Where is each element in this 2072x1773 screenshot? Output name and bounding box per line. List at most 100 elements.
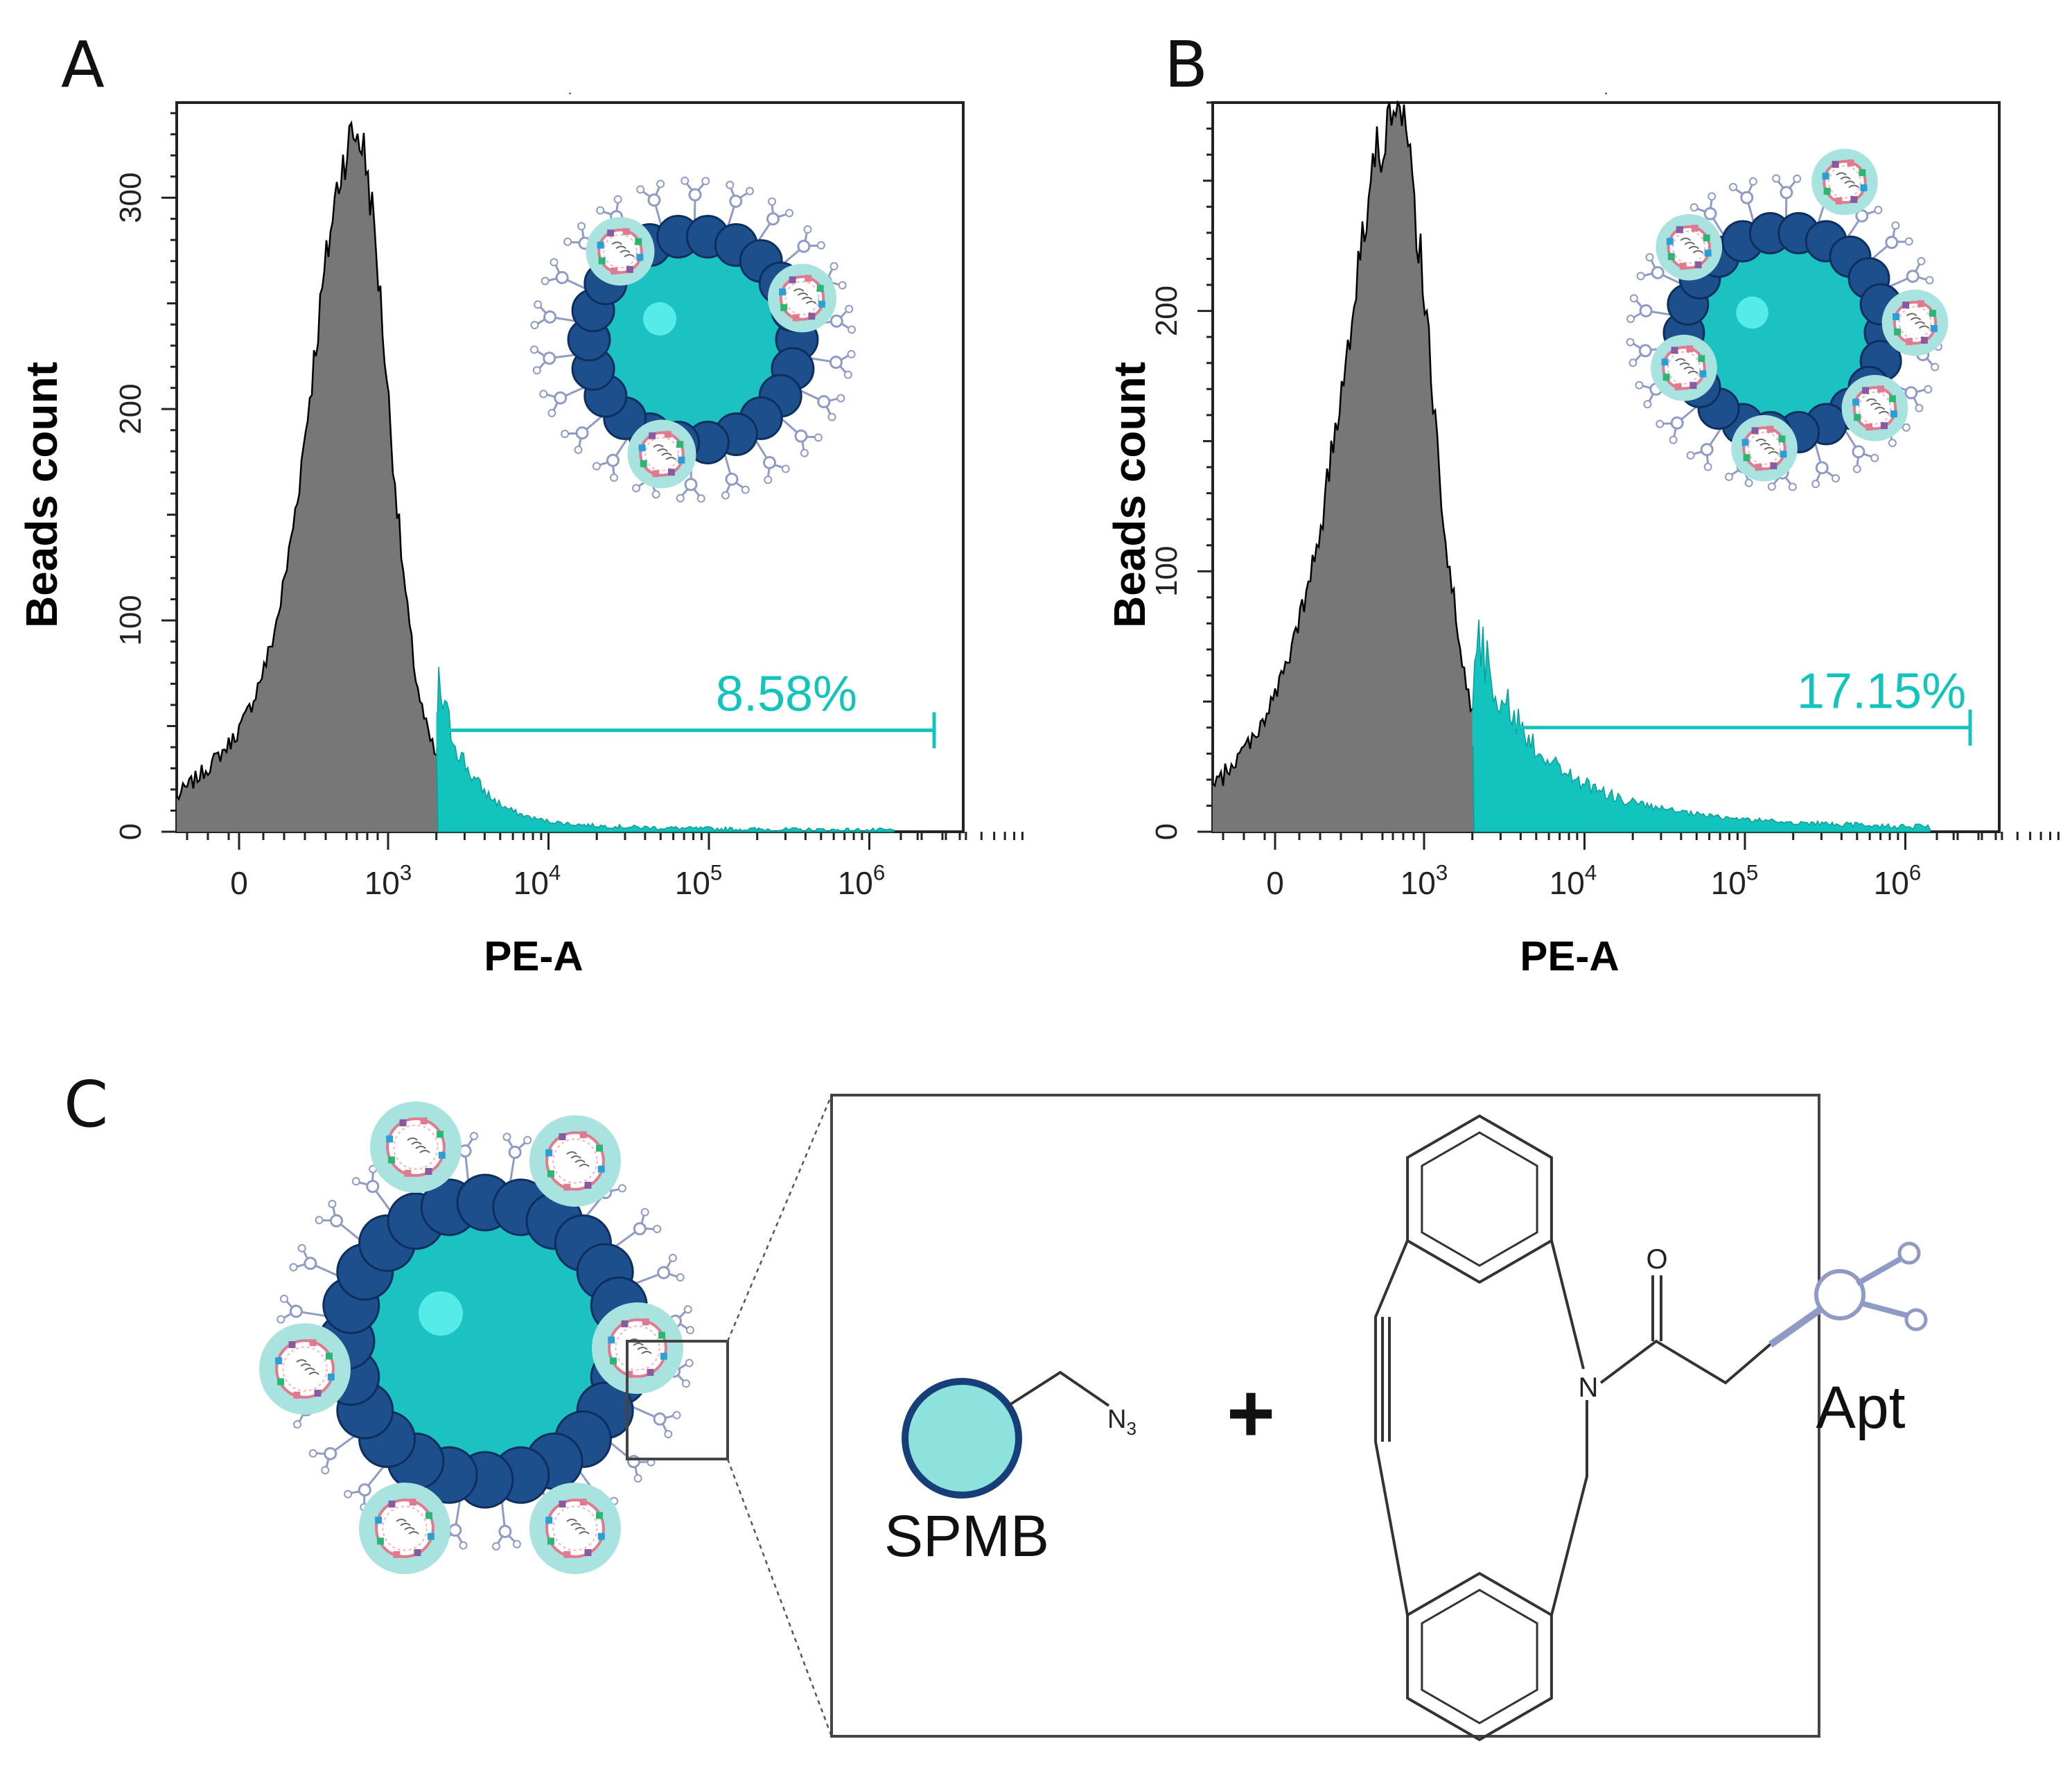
exosome-protein	[1930, 324, 1938, 332]
exosome-protein	[792, 314, 800, 322]
exosome-protein	[660, 1352, 667, 1360]
aptamer-tip	[1669, 435, 1678, 444]
exosome-protein	[563, 1551, 571, 1558]
exosome-protein	[387, 1156, 395, 1164]
exosome-membrane	[275, 1339, 335, 1399]
aptamer-loop	[1906, 270, 1920, 283]
aptamer-tip	[1915, 403, 1924, 412]
exosome-protein	[309, 1339, 317, 1347]
exosome-inner	[1667, 351, 1701, 385]
aptamer-loop	[543, 351, 556, 365]
exosome-protein	[607, 229, 615, 237]
aptamer-tip	[539, 390, 548, 399]
exosome-membrane	[1742, 426, 1786, 471]
exosome-protein	[636, 254, 644, 261]
aptamer-tip	[1897, 1241, 1921, 1265]
y-axis-title: Beads count	[1105, 362, 1154, 628]
exosome-protein	[598, 257, 606, 265]
exosome-rna	[566, 1519, 577, 1522]
exosome-protein	[547, 1170, 554, 1178]
aptamer-tip	[523, 1135, 532, 1144]
aptamer-loop	[797, 239, 811, 253]
exosome-membrane	[639, 431, 685, 477]
exosome-protein	[437, 1130, 444, 1138]
y-tick-label: 200	[1150, 286, 1184, 336]
y-tick-label: 100	[114, 595, 148, 645]
exosome-protein	[314, 1390, 322, 1397]
x-axis: 0 103 104 105 106	[1213, 830, 2060, 901]
exosome-protein	[409, 1499, 416, 1506]
aptamer-tip	[816, 241, 825, 250]
aptamer-tip	[315, 1216, 324, 1225]
aptamer-loop	[575, 426, 589, 440]
x-axis-title: PE-A	[1520, 933, 1619, 979]
aptamer-tip	[1645, 253, 1654, 262]
ring-to-n	[1550, 1240, 1585, 1370]
y-tick-label: 0	[1150, 823, 1184, 840]
aptamer-tip	[636, 185, 645, 194]
aptamer	[636, 180, 665, 228]
aptamer-tip	[1744, 478, 1753, 487]
y-axis: 0 100 200	[1150, 101, 1213, 840]
exosome-protein	[1666, 238, 1674, 245]
aptamer-tip	[682, 1379, 691, 1388]
exosome	[768, 263, 836, 333]
aptamer-tip	[685, 1359, 694, 1368]
aptamer	[1772, 174, 1802, 220]
aptamer	[1887, 256, 1934, 289]
aptamer	[779, 416, 823, 457]
y-tick-label: 300	[114, 173, 148, 223]
exosome-rna	[579, 1531, 590, 1535]
exosome-protein	[1676, 226, 1683, 234]
aptamer-tip	[836, 394, 845, 403]
aptamer-tip	[847, 350, 856, 359]
aptamer-arm	[1856, 1253, 1907, 1286]
bead-highlight	[643, 302, 676, 335]
exosome-inner	[1672, 230, 1706, 264]
aptamer-tip	[845, 304, 854, 313]
exosome-protein	[1743, 454, 1750, 462]
exosome-protein	[608, 1336, 615, 1344]
histogram-b: . 0 100 200 0 103 104 105 106 Beads count PE-A 17.1…	[1105, 80, 2060, 979]
aptamer	[308, 1431, 360, 1475]
exosome-rna	[620, 250, 631, 254]
exosome-protein	[1823, 187, 1831, 195]
aptamer-loop	[794, 429, 808, 443]
exosome-rna	[1914, 321, 1926, 325]
histogram-gray-population	[177, 123, 438, 832]
exosome-protein	[399, 1119, 407, 1126]
exosome-protein	[597, 1165, 605, 1173]
aptamer-tip	[617, 1184, 626, 1193]
aptamer-tip	[1643, 400, 1652, 409]
exosome-rna	[1870, 402, 1881, 406]
aptamer-tip	[1904, 237, 1913, 246]
aptamer-tip	[308, 1449, 317, 1458]
exosome-protein	[326, 1352, 333, 1360]
aptamer-tip	[827, 412, 836, 421]
aptamer	[561, 414, 605, 454]
exosome-protein	[1920, 336, 1928, 344]
exosome-rna	[805, 301, 817, 304]
aptamer-tip	[1891, 221, 1900, 230]
exosome-rna	[1692, 250, 1703, 254]
aptamer-loop	[647, 193, 661, 207]
exosome-protein	[1859, 169, 1866, 177]
aptamer	[721, 451, 750, 500]
exosome-protein	[545, 1149, 553, 1157]
aptamer-tip	[848, 325, 857, 334]
exosome-rna	[1679, 362, 1690, 366]
bead-highlight	[419, 1291, 463, 1336]
exosome-protein	[1778, 435, 1786, 443]
exosome-rna	[1906, 313, 1917, 317]
benzene-ring-top-inner	[1421, 1131, 1538, 1267]
n-ch2	[1550, 1400, 1588, 1616]
exosome-inner	[1748, 431, 1781, 465]
exosome-membrane	[545, 1499, 605, 1558]
exosome-rna	[308, 1372, 319, 1375]
exosome-protein	[375, 1517, 383, 1524]
aptamer-loop	[1651, 265, 1665, 279]
aptamer-tip	[676, 1273, 685, 1282]
x-tick-label: 0	[1266, 865, 1284, 901]
aptamer-loop	[1885, 236, 1899, 250]
